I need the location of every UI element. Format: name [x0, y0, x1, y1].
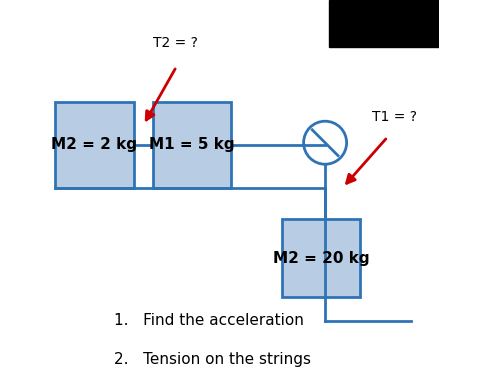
FancyBboxPatch shape: [282, 219, 360, 297]
Text: 1.   Find the acceleration: 1. Find the acceleration: [114, 313, 304, 328]
FancyBboxPatch shape: [153, 102, 231, 188]
FancyBboxPatch shape: [329, 0, 438, 47]
Text: T1 = ?: T1 = ?: [372, 110, 417, 124]
Text: M2 = 20 kg: M2 = 20 kg: [273, 251, 369, 265]
Text: T2 = ?: T2 = ?: [153, 36, 198, 50]
Text: M1 = 5 kg: M1 = 5 kg: [149, 137, 235, 152]
Text: 2.   Tension on the strings: 2. Tension on the strings: [114, 352, 311, 367]
FancyBboxPatch shape: [55, 102, 134, 188]
Text: M2 = 2 kg: M2 = 2 kg: [52, 137, 138, 152]
